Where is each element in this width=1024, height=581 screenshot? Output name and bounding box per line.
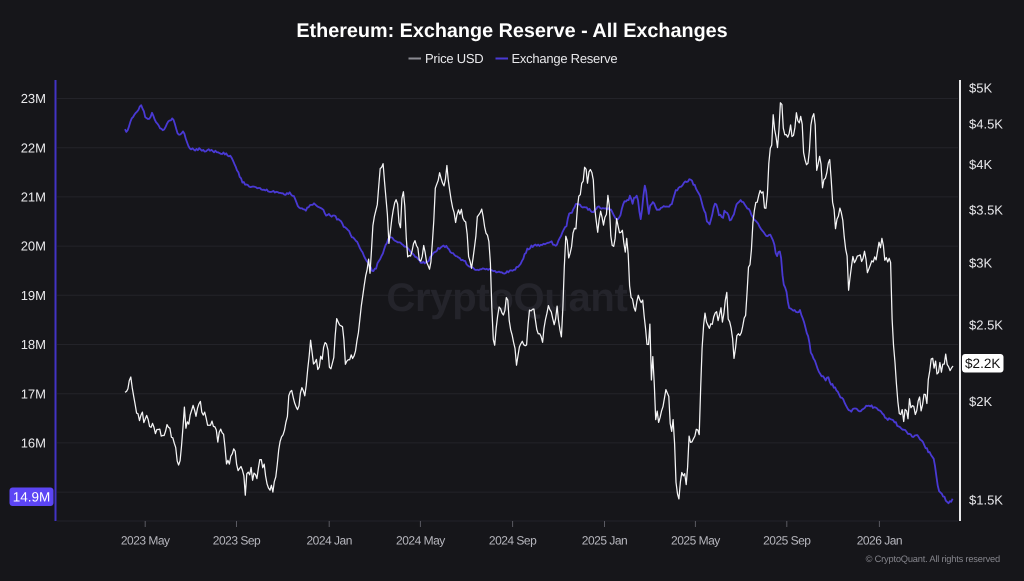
svg-text:14.9M: 14.9M <box>13 490 51 505</box>
svg-text:2026 Jan: 2026 Jan <box>857 534 902 548</box>
svg-text:$5K: $5K <box>969 81 992 96</box>
svg-text:$4K: $4K <box>969 157 992 172</box>
svg-text:2024 Jan: 2024 Jan <box>307 534 352 548</box>
svg-text:17M: 17M <box>21 386 46 401</box>
svg-text:18M: 18M <box>21 337 46 352</box>
svg-text:Ethereum: Exchange Reserve - A: Ethereum: Exchange Reserve - All Exchang… <box>296 20 727 42</box>
svg-text:$3K: $3K <box>969 255 992 270</box>
svg-text:$2.5K: $2.5K <box>969 318 1003 333</box>
svg-text:20M: 20M <box>21 239 46 254</box>
svg-text:Exchange Reserve: Exchange Reserve <box>512 51 618 66</box>
svg-text:21M: 21M <box>21 190 46 205</box>
svg-text:16M: 16M <box>21 436 46 451</box>
svg-text:$3.5K: $3.5K <box>969 203 1003 218</box>
svg-text:$1.5K: $1.5K <box>969 492 1003 507</box>
svg-text:2024 Sep: 2024 Sep <box>489 534 537 548</box>
svg-text:2024 May: 2024 May <box>396 534 445 548</box>
svg-text:2025 Jan: 2025 Jan <box>582 534 627 548</box>
svg-text:$2K: $2K <box>969 394 992 409</box>
svg-text:Price USD: Price USD <box>425 51 483 66</box>
svg-text:$4.5K: $4.5K <box>969 117 1003 132</box>
svg-text:2025 May: 2025 May <box>671 534 720 548</box>
svg-text:2025 Sep: 2025 Sep <box>763 534 811 548</box>
svg-text:2023 May: 2023 May <box>121 534 170 548</box>
svg-text:$2.2K: $2.2K <box>965 356 1000 371</box>
svg-text:22M: 22M <box>21 140 46 155</box>
svg-text:19M: 19M <box>21 288 46 303</box>
svg-text:2023 Sep: 2023 Sep <box>213 534 261 548</box>
svg-text:23M: 23M <box>21 91 46 106</box>
svg-text:© CryptoQuant. All rights rese: © CryptoQuant. All rights reserved <box>866 554 1000 564</box>
